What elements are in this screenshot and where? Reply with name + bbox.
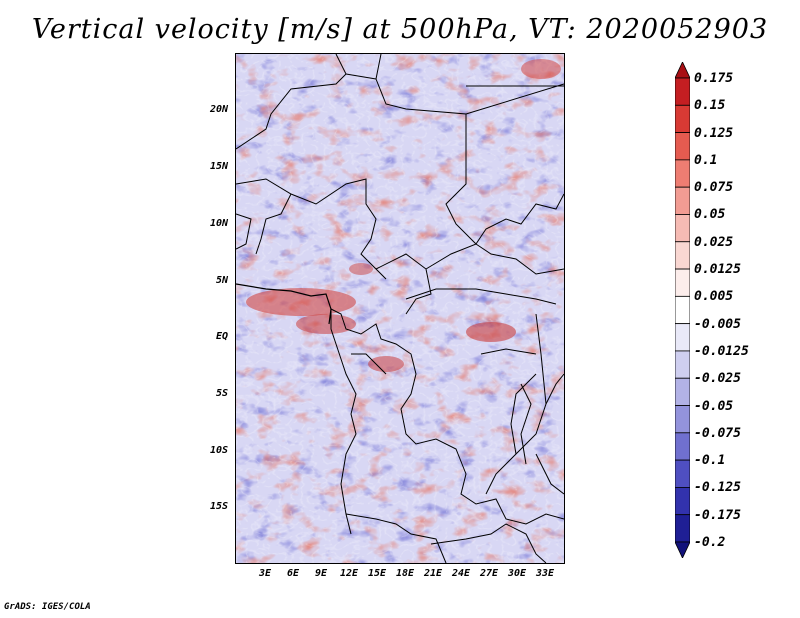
lon-label-33e: 33E: [535, 568, 555, 579]
country-borders: [236, 54, 564, 563]
colorbar-segment: [675, 541, 690, 558]
lat-label-5n: 5N: [215, 275, 228, 286]
colorbar-segment: [675, 268, 690, 297]
lon-label-18e: 18E: [395, 568, 415, 579]
convection-cores: [246, 59, 561, 372]
lat-label-15s: 15S: [209, 501, 228, 512]
lon-label-3e: 3E: [258, 568, 272, 579]
colorbar-label: -0.2: [694, 535, 726, 550]
colorbar-segment: [675, 62, 690, 79]
colorbar-segment: [675, 214, 690, 243]
colorbar-segment: [675, 323, 690, 352]
credit-text: GrADS: IGES/COLA: [4, 602, 91, 612]
lon-label-27e: 27E: [479, 568, 499, 579]
colorbar-label: -0.0125: [694, 343, 749, 359]
colorbar-label: 0.1: [694, 152, 718, 168]
colorbar-label: -0.05: [694, 398, 734, 414]
colorbar-segment: [675, 186, 690, 215]
colorbar: [675, 62, 690, 558]
map-title: Vertical velocity [m/s] at 500hPa, VT: 2…: [31, 14, 769, 45]
colorbar-segment: [675, 377, 690, 406]
colorbar-label: 0.05: [694, 207, 726, 223]
colorbar-segment: [675, 77, 690, 106]
colorbar-label: 0.125: [694, 125, 734, 141]
lat-label-20n: 20N: [209, 104, 228, 115]
lon-label-12e: 12E: [339, 568, 359, 579]
colorbar-segment: [675, 405, 690, 434]
lon-label-30e: 30E: [507, 568, 527, 579]
lon-label-15e: 15E: [367, 568, 387, 579]
colorbar-segment: [675, 350, 690, 379]
colorbar-label: -0.1: [694, 453, 726, 469]
colorbar-segment: [675, 432, 690, 461]
lat-label-5s: 5S: [215, 388, 228, 399]
colorbar-label: -0.175: [694, 507, 741, 523]
lat-label-eq: EQ: [215, 331, 228, 342]
colorbar-segment: [675, 514, 690, 543]
lat-label-15n: 15N: [209, 161, 228, 172]
lon-label-24e: 24E: [451, 568, 471, 579]
colorbar-segments: [675, 62, 690, 558]
colorbar-label: 0.0125: [694, 262, 741, 278]
colorbar-label: -0.075: [694, 425, 741, 441]
colorbar-segment: [675, 159, 690, 188]
colorbar-segment: [675, 459, 690, 488]
colorbar-label: -0.125: [694, 480, 741, 496]
lat-label-10n: 10N: [209, 218, 228, 229]
coastline: [236, 283, 332, 325]
colorbar-label: 0.175: [694, 71, 734, 86]
map-panel: [235, 53, 565, 564]
lon-label-9e: 9E: [314, 568, 328, 579]
colorbar-label: -0.005: [694, 316, 741, 332]
colorbar-segment: [675, 132, 690, 161]
lon-label-6e: 6E: [286, 568, 300, 579]
colorbar-label: 0.005: [694, 289, 734, 305]
colorbar-segment: [675, 241, 690, 270]
colorbar-label: 0.025: [694, 234, 734, 250]
lat-label-10s: 10S: [209, 445, 228, 456]
colorbar-label: 0.15: [694, 98, 726, 114]
colorbar-label: -0.025: [694, 371, 741, 387]
colorbar-label: 0.075: [694, 180, 734, 196]
lon-label-21e: 21E: [423, 568, 443, 579]
colorbar-segment: [675, 104, 690, 133]
colorbar-segment: [675, 487, 690, 516]
colorbar-segment: [675, 295, 690, 325]
velocity-field: [236, 54, 564, 563]
